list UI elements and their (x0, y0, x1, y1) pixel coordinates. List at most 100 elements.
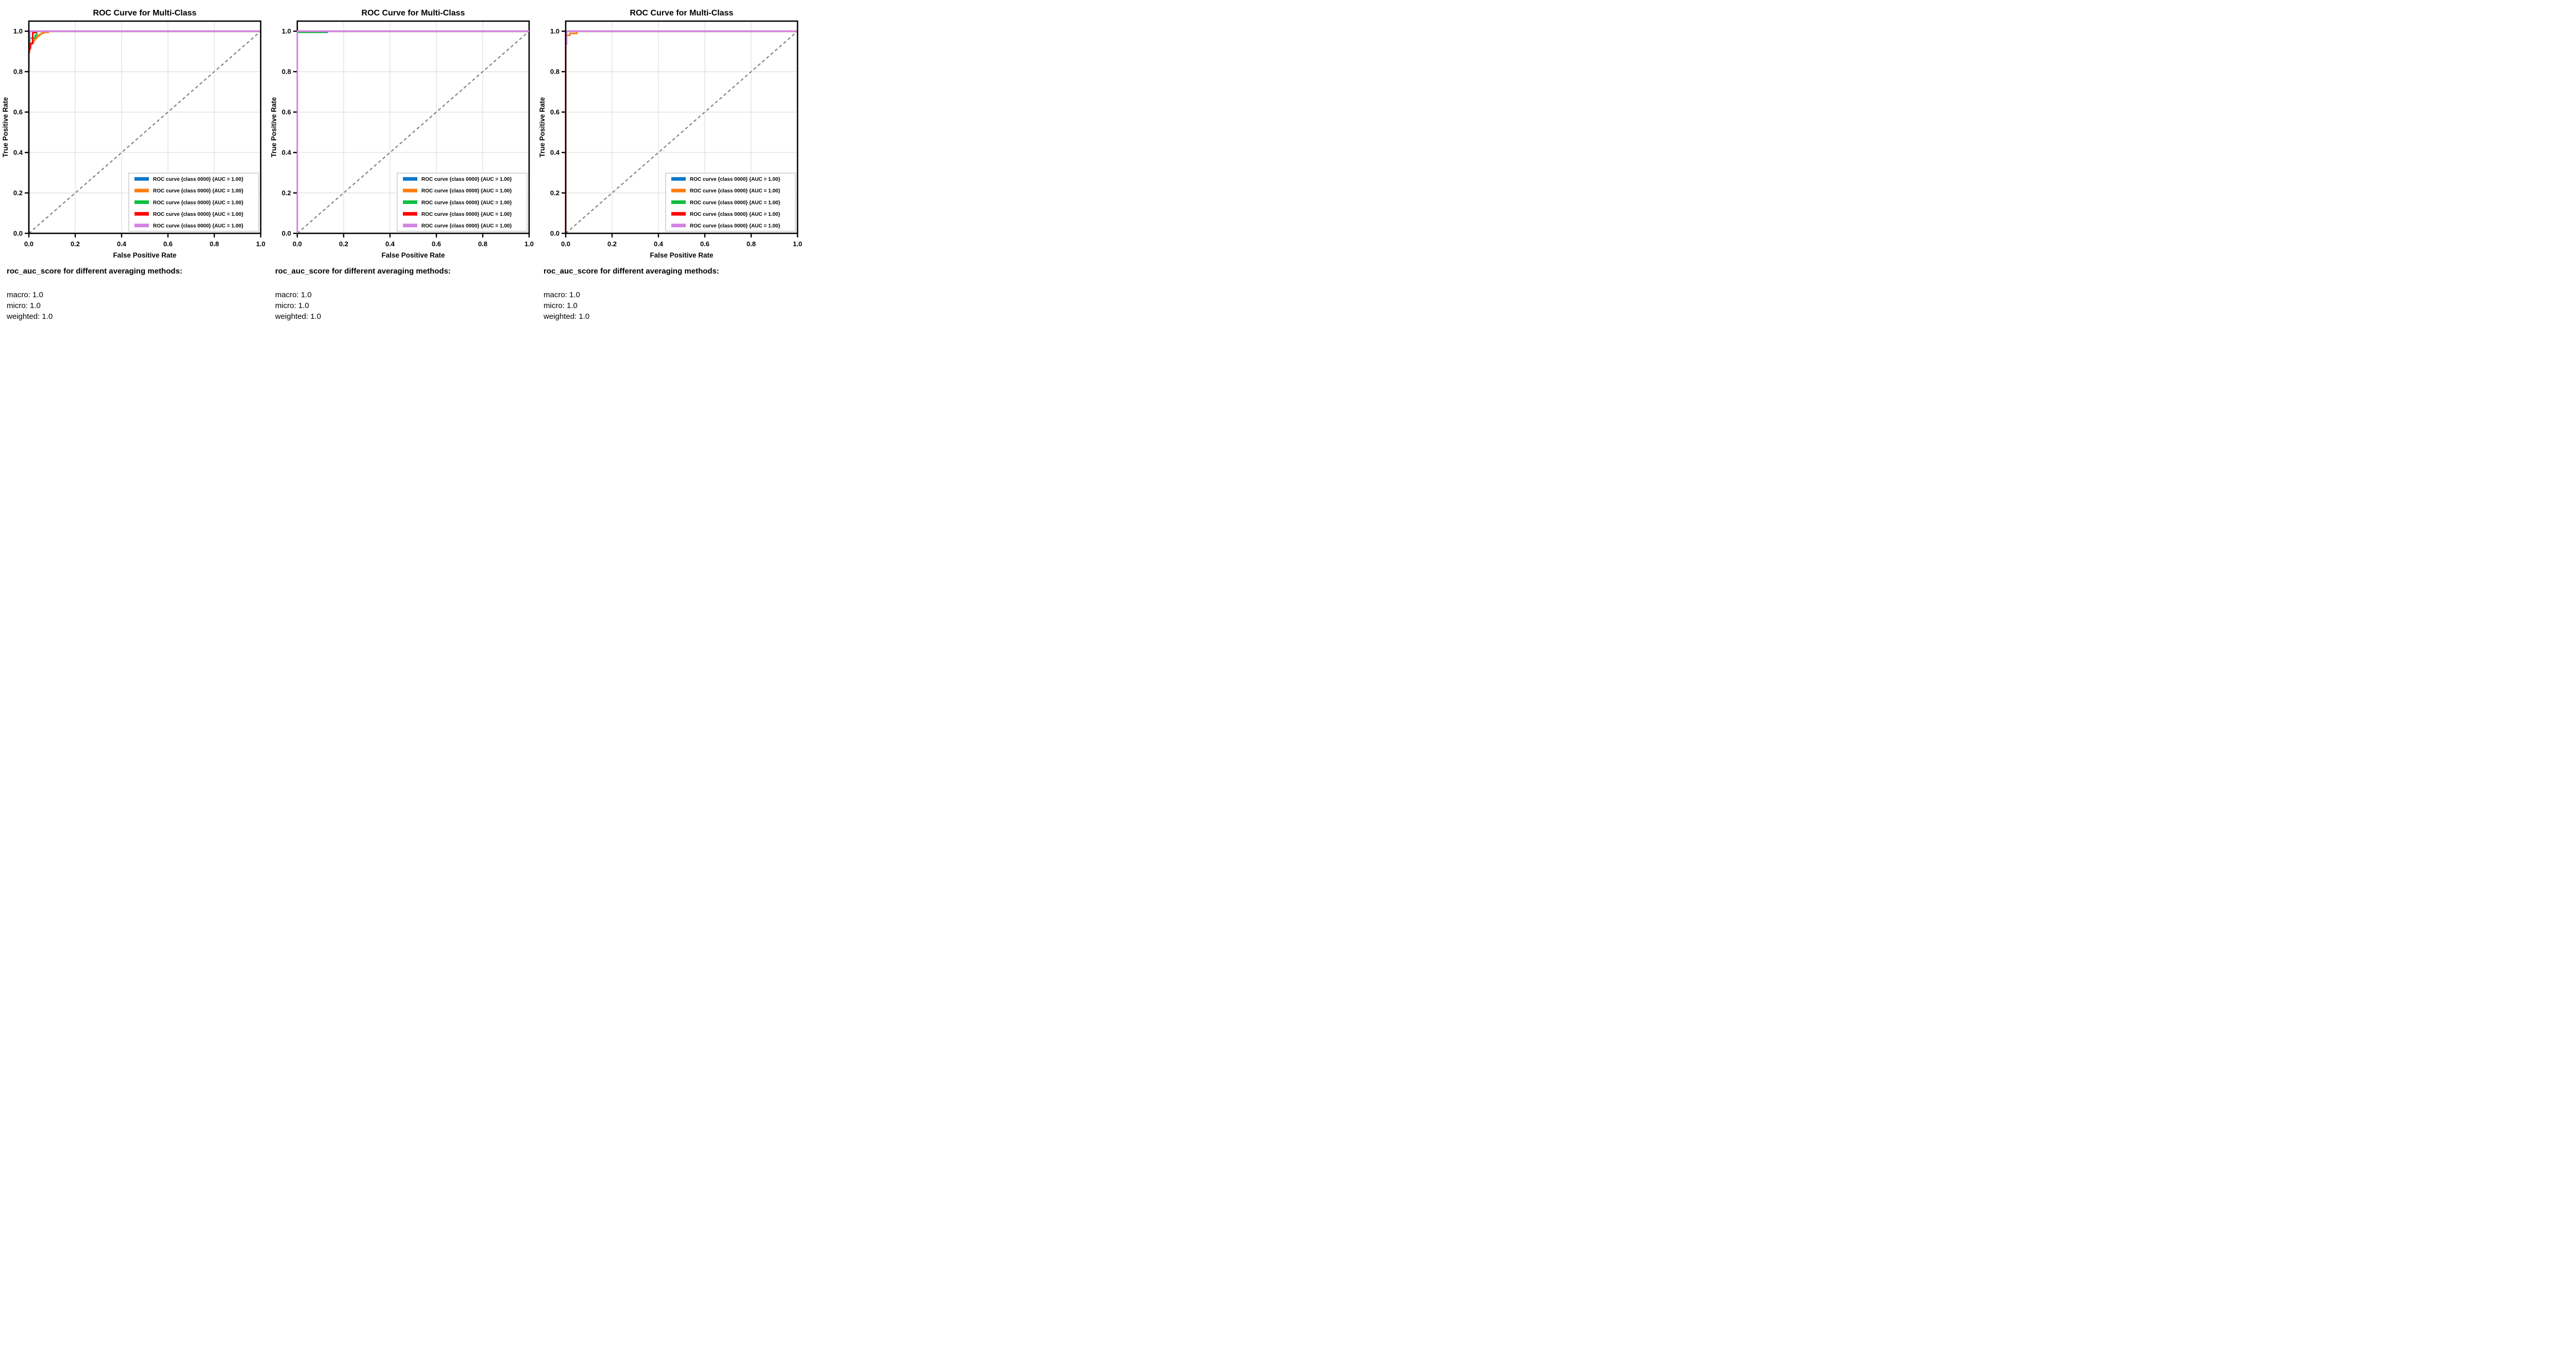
y-tick-label: 0.8 (550, 68, 560, 76)
roc-curve-5-line (566, 30, 798, 45)
legend-entry-label: ROC curve {class 0000} {AUC = 1.00} (690, 224, 780, 229)
axes-spines (28, 20, 262, 234)
chart-title: ROC Curve for Multi-Class (630, 9, 734, 18)
score-block-2: roc_auc_score for different averaging me… (275, 267, 451, 322)
legend-box (128, 173, 259, 232)
x-tick-label: 0.6 (700, 240, 709, 248)
score-line-weighted: weighted: 1.0 (7, 312, 53, 321)
x-tick-label: 0.4 (385, 240, 395, 248)
x-tick-label: 0.0 (561, 240, 570, 248)
legend-entry-label: ROC curve {class 0000} {AUC = 1.00} (690, 212, 780, 217)
figure-canvas: 0.0 0.2 0.4 0.6 0.8 1.0 0.0 0.2 0.4 0.6 0.8 1.0 ROC … (0, 0, 805, 336)
y-tick-label: 0.6 (282, 108, 291, 116)
x-tick-label: 1.0 (524, 240, 534, 248)
x-tick-label: 1.0 (793, 240, 802, 248)
legend-swatch (403, 200, 417, 204)
score-line-micro: micro: 1.0 (544, 301, 578, 310)
y-axis-label: True Positive Rate (538, 97, 546, 158)
x-tick-label: 0.2 (607, 240, 617, 248)
y-tick-label: 0.4 (13, 149, 23, 157)
legend-entry-label: ROC curve {class 0000} {AUC = 1.00} (690, 177, 780, 182)
score-line-weighted: weighted: 1.0 (275, 312, 321, 321)
diagonal-reference-line (565, 30, 798, 234)
legend-swatch (403, 177, 417, 181)
legend-swatch (134, 189, 149, 193)
x-axis-label: False Positive Rate (381, 251, 445, 259)
roc-curve-5-line (296, 30, 529, 233)
x-tick-label: 0.0 (24, 240, 33, 248)
y-tick-label: 0.6 (550, 108, 560, 116)
legend-entry-label: ROC curve {class 0000} {AUC = 1.00} (153, 177, 243, 182)
y-tick-label: 0.2 (550, 189, 560, 197)
legend-swatch (671, 224, 686, 228)
legend-entry-label: ROC curve {class 0000} {AUC = 1.00} (690, 189, 780, 194)
x-tick-label: 0.6 (432, 240, 441, 248)
roc-chart-2: 0.0 0.2 0.4 0.6 0.8 1.0 0.0 0.2 0.4 0.6 0.8 1.0 ROC … (270, 9, 534, 259)
legend-swatch (403, 189, 417, 193)
roc-figure-1: 0.0 0.2 0.4 0.6 0.8 1.0 0.0 0.2 0.4 0.6 0.8 1.0 ROC … (0, 0, 268, 336)
x-tick-label: 0.2 (339, 240, 348, 248)
score-heading: roc_auc_score for different averaging me… (7, 267, 182, 276)
chart-title: ROC Curve for Multi-Class (362, 9, 465, 18)
x-tick-label: 0.4 (117, 240, 127, 248)
roc-chart-1: 0.0 0.2 0.4 0.6 0.8 1.0 0.0 0.2 0.4 0.6 0.8 1.0 ROC … (2, 9, 265, 259)
legend-box (397, 173, 528, 232)
legend-entry-label: ROC curve {class 0000} {AUC = 1.00} (153, 189, 243, 194)
chart-title: ROC Curve for Multi-Class (93, 9, 197, 18)
x-tick-label: 0.4 (654, 240, 664, 248)
legend-entry-label: ROC curve {class 0000} {AUC = 1.00} (153, 200, 243, 206)
x-tick-label: 0.8 (747, 240, 756, 248)
y-axis-label: True Positive Rate (2, 97, 9, 158)
y-tick-label: 0.4 (282, 149, 292, 157)
diagonal-reference-line (297, 30, 530, 234)
score-line-macro: macro: 1.0 (275, 291, 312, 299)
x-tick-label: 0.8 (478, 240, 487, 248)
y-tick-label: 0.8 (13, 68, 23, 76)
legend-entry-label: ROC curve {class 0000} {AUC = 1.00} (153, 212, 243, 217)
diagonal-reference-line (28, 30, 261, 234)
legend-swatch (671, 189, 686, 193)
x-tick-label: 0.6 (163, 240, 173, 248)
x-tick-label: 0.0 (293, 240, 302, 248)
y-tick-label: 0.0 (282, 230, 291, 237)
legend-entry-label: ROC curve {class 0000} {AUC = 1.00} (421, 189, 512, 194)
y-tick-label: 0.0 (550, 230, 560, 237)
legend-box (665, 173, 796, 232)
score-line-macro: macro: 1.0 (7, 291, 43, 299)
roc-chart-3: 0.0 0.2 0.4 0.6 0.8 1.0 0.0 0.2 0.4 0.6 0.8 1.0 ROC … (538, 9, 802, 259)
y-tick-label: 0.0 (13, 230, 23, 237)
legend-swatch (134, 200, 149, 204)
y-tick-label: 0.2 (13, 189, 23, 197)
y-tick-label: 1.0 (282, 27, 291, 35)
legend-swatch (134, 177, 149, 181)
y-tick-label: 0.6 (13, 108, 23, 116)
legend-swatch (403, 212, 417, 216)
legend-swatch (134, 212, 149, 216)
score-heading: roc_auc_score for different averaging me… (544, 267, 719, 276)
legend-entry-label: ROC curve {class 0000} {AUC = 1.00} (421, 177, 512, 182)
legend-swatch (134, 224, 149, 228)
legend-swatch (403, 224, 417, 228)
score-heading: roc_auc_score for different averaging me… (275, 267, 451, 276)
legend-entry-label: ROC curve {class 0000} {AUC = 1.00} (421, 224, 512, 229)
legend-swatch (671, 212, 686, 216)
legend-swatch (671, 177, 686, 181)
legend-entry-label: ROC curve {class 0000} {AUC = 1.00} (153, 224, 243, 229)
axes-spines (565, 20, 799, 234)
legend-entry-label: ROC curve {class 0000} {AUC = 1.00} (421, 212, 512, 217)
legend-swatch (671, 200, 686, 204)
score-block-1: roc_auc_score for different averaging me… (7, 267, 182, 322)
roc-figure-3: 0.0 0.2 0.4 0.6 0.8 1.0 0.0 0.2 0.4 0.6 0.8 1.0 ROC … (537, 0, 805, 336)
score-line-micro: micro: 1.0 (275, 301, 309, 310)
x-axis-label: False Positive Rate (650, 251, 714, 259)
score-line-micro: micro: 1.0 (7, 301, 41, 310)
x-tick-label: 1.0 (256, 240, 265, 248)
y-tick-label: 1.0 (550, 27, 560, 35)
legend-entry-label: ROC curve {class 0000} {AUC = 1.00} (690, 200, 780, 206)
y-tick-label: 0.8 (282, 68, 291, 76)
y-axis-label: True Positive Rate (270, 97, 278, 158)
roc-figure-2: 0.0 0.2 0.4 0.6 0.8 1.0 0.0 0.2 0.4 0.6 0.8 1.0 ROC … (268, 0, 537, 336)
y-tick-label: 1.0 (13, 27, 23, 35)
x-tick-label: 0.2 (71, 240, 80, 248)
x-axis-label: False Positive Rate (113, 251, 177, 259)
